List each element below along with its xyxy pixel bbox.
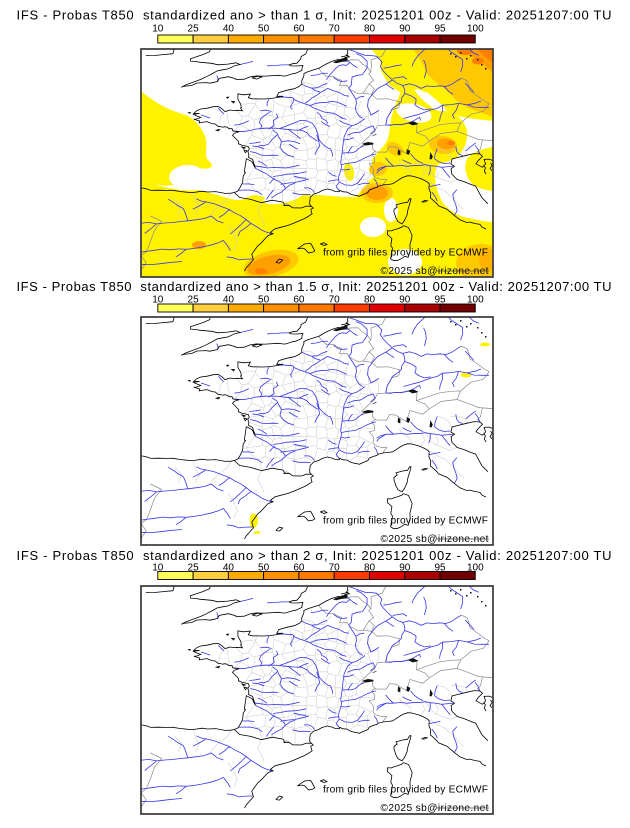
svg-text:©2025 sb@irizone.net: ©2025 sb@irizone.net xyxy=(381,803,489,814)
svg-text:IFS - Probas T850 standardize: IFS - Probas T850 standardized ano > tha… xyxy=(17,8,612,23)
svg-text:90: 90 xyxy=(399,295,411,306)
svg-text:90: 90 xyxy=(399,24,411,35)
svg-text:90: 90 xyxy=(399,563,411,574)
svg-text:50: 50 xyxy=(258,563,270,574)
svg-text:10: 10 xyxy=(152,24,164,35)
svg-text:60: 60 xyxy=(293,295,305,306)
svg-text:from grib files provided by EC: from grib files provided by ECMWF xyxy=(323,785,488,796)
svg-text:10: 10 xyxy=(152,563,164,574)
svg-text:IFS - Probas T850 standardize: IFS - Probas T850 standardized ano > tha… xyxy=(17,548,612,563)
svg-text:95: 95 xyxy=(434,24,446,35)
svg-text:70: 70 xyxy=(329,563,341,574)
svg-text:©2025 sb@irizone.net: ©2025 sb@irizone.net xyxy=(381,266,489,277)
svg-text:40: 40 xyxy=(223,295,235,306)
svg-text:from grib files provided by EC: from grib files provided by ECMWF xyxy=(323,516,488,527)
svg-text:40: 40 xyxy=(223,563,235,574)
svg-text:25: 25 xyxy=(188,24,200,35)
svg-text:from grib files provided by EC: from grib files provided by ECMWF xyxy=(323,248,488,259)
svg-text:95: 95 xyxy=(434,563,446,574)
svg-text:50: 50 xyxy=(258,295,270,306)
svg-text:©2025 sb@irizone.net: ©2025 sb@irizone.net xyxy=(381,534,489,545)
svg-text:25: 25 xyxy=(188,563,200,574)
svg-text:25: 25 xyxy=(188,295,200,306)
svg-text:40: 40 xyxy=(223,24,235,35)
svg-text:10: 10 xyxy=(152,295,164,306)
svg-text:80: 80 xyxy=(364,295,376,306)
svg-text:100: 100 xyxy=(467,24,484,35)
svg-text:100: 100 xyxy=(467,563,484,574)
svg-text:80: 80 xyxy=(364,563,376,574)
svg-text:70: 70 xyxy=(329,24,341,35)
svg-text:IFS - Probas T850 standardize: IFS - Probas T850 standardized ano > tha… xyxy=(17,279,612,294)
svg-text:70: 70 xyxy=(329,295,341,306)
svg-text:60: 60 xyxy=(293,563,305,574)
svg-text:95: 95 xyxy=(434,295,446,306)
svg-text:60: 60 xyxy=(293,24,305,35)
svg-text:100: 100 xyxy=(467,295,484,306)
svg-text:50: 50 xyxy=(258,24,270,35)
svg-text:80: 80 xyxy=(364,24,376,35)
